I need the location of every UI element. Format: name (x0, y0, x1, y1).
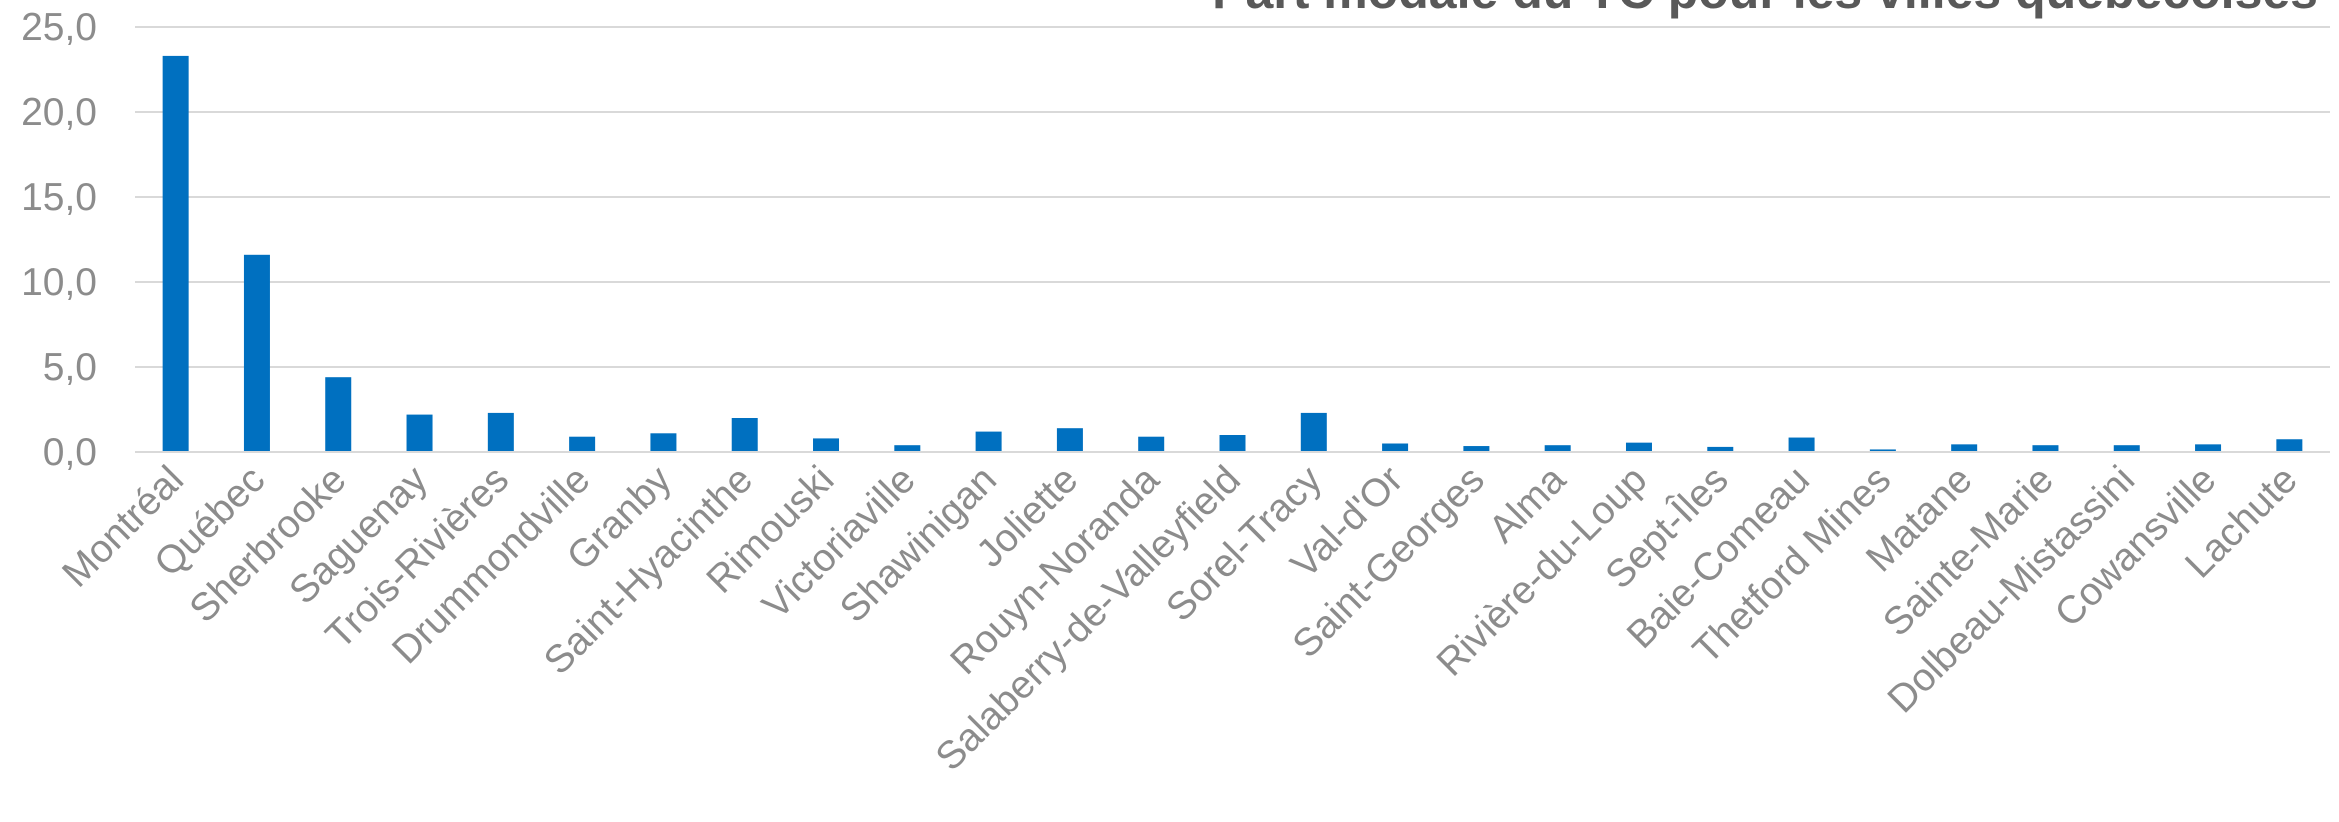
bar (731, 418, 758, 452)
bar (1138, 436, 1165, 452)
x-axis-ticks: MontréalQuébecSherbrookeSaguenayTrois-Ri… (54, 458, 2305, 779)
bar (487, 412, 514, 452)
y-tick-label: 0,0 (43, 431, 97, 474)
bar (894, 445, 921, 452)
y-axis-ticks: 0,0 5,0 10,0 15,0 20,0 25,0 (21, 6, 97, 474)
bar (2032, 445, 2059, 452)
bar (650, 433, 677, 452)
bar (325, 377, 352, 452)
y-tick-label: 5,0 (43, 346, 97, 389)
bar (1463, 446, 1490, 452)
bar (1788, 437, 1815, 452)
chart-title: Part modale du TC pour les villes québéc… (1212, 0, 2318, 19)
bar (1300, 412, 1327, 452)
bar (1625, 442, 1652, 452)
bar (2195, 444, 2222, 452)
bar (813, 438, 840, 452)
bar (569, 436, 596, 452)
bar (975, 431, 1002, 452)
bar (1056, 428, 1083, 452)
bar (1951, 444, 1978, 452)
bar (1382, 443, 1409, 452)
bar (2276, 439, 2303, 452)
y-tick-label: 10,0 (21, 261, 97, 304)
y-tick-label: 25,0 (21, 6, 97, 49)
gridlines (135, 26, 2330, 368)
bar (1544, 445, 1571, 452)
bar (1219, 435, 1246, 452)
bars (162, 55, 2303, 453)
bar (406, 414, 433, 452)
bar (1869, 449, 1896, 452)
bar (162, 55, 189, 453)
y-tick-label: 15,0 (21, 176, 97, 219)
bar (243, 254, 270, 452)
bar (1707, 446, 1734, 452)
y-tick-label: 20,0 (21, 91, 97, 134)
bar (2113, 445, 2140, 452)
